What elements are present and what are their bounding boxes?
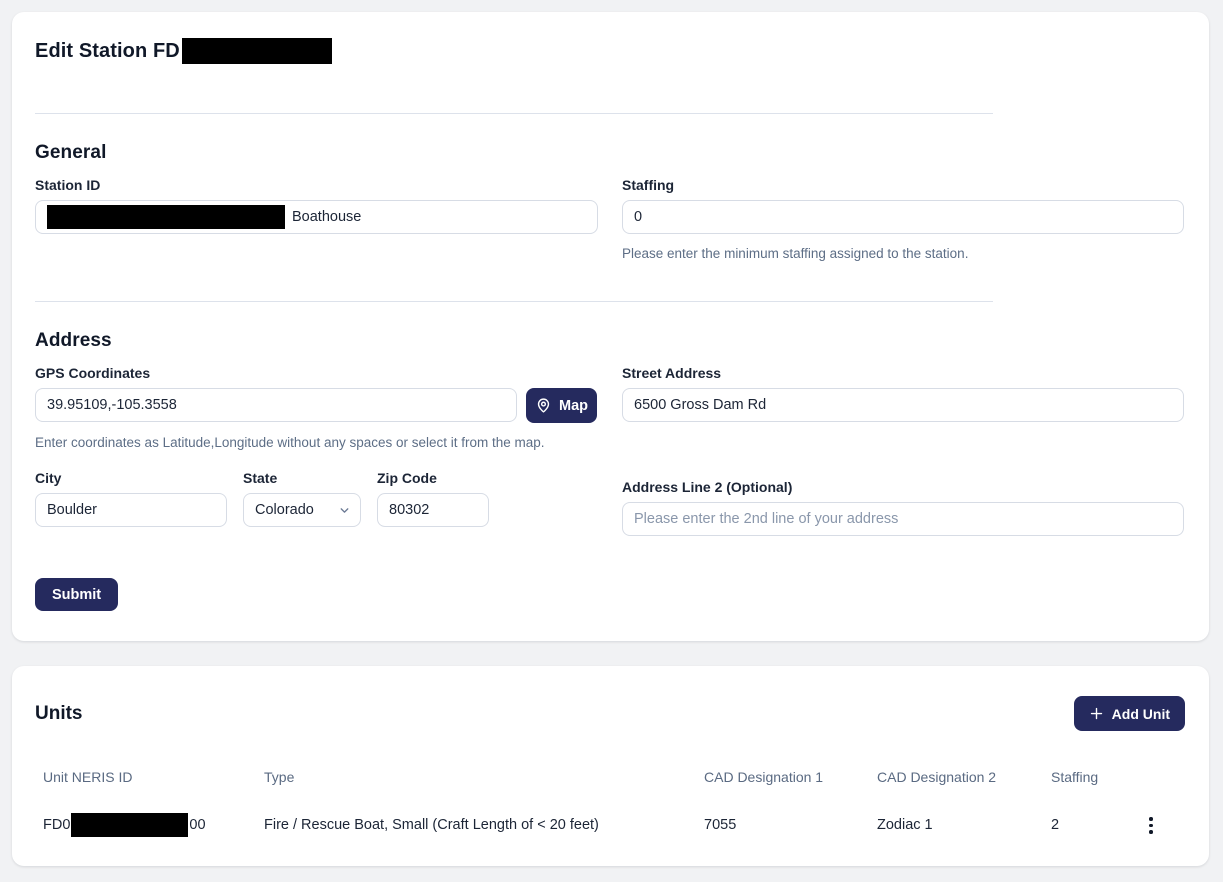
plus-icon — [1089, 706, 1104, 721]
units-card: Units Add Unit Unit NERIS ID Type CAD De… — [12, 666, 1209, 866]
unit-table-row: FD0 00 Fire / Rescue Boat, Small (Craft … — [43, 812, 1185, 839]
redacted-station-name — [47, 205, 285, 229]
address-fields-grid: GPS Coordinates Map Enter coordinates as… — [35, 365, 1185, 536]
address-line2-label: Address Line 2 (Optional) — [622, 479, 793, 495]
page-title: Edit Station FD — [35, 38, 1185, 64]
units-table-header: Unit NERIS ID Type CAD Designation 1 CAD… — [43, 769, 1185, 785]
map-pin-icon — [535, 397, 552, 414]
state-label: State — [243, 470, 278, 486]
city-state-zip-row: City State Colorado Zip Co — [35, 470, 598, 527]
zip-label: Zip Code — [377, 470, 437, 486]
zip-field: Zip Code — [377, 470, 489, 527]
redacted-unit-id — [71, 813, 189, 838]
edit-station-card: Edit Station FD General Station ID Boath… — [12, 12, 1209, 641]
address-section-heading: Address — [35, 330, 112, 351]
address-right-column: Street Address Address Line 2 (Optional) — [622, 365, 1184, 536]
station-id-field: Station ID Boathouse — [35, 177, 598, 261]
kebab-menu-icon[interactable] — [1141, 812, 1161, 839]
map-button[interactable]: Map — [526, 388, 597, 423]
address-line2-input[interactable] — [622, 502, 1184, 536]
station-id-input[interactable]: Boathouse — [35, 200, 598, 234]
general-section-heading: General — [35, 142, 107, 163]
gps-row: Map — [35, 388, 598, 423]
gps-label: GPS Coordinates — [35, 365, 151, 381]
state-selected-value: Colorado — [255, 502, 314, 518]
unit-neris-id-suffix: 00 — [189, 817, 206, 834]
col-header-cad-designation-1: CAD Designation 1 — [704, 769, 824, 785]
col-header-unit-neris-id: Unit NERIS ID — [43, 769, 133, 785]
street-address-label: Street Address — [622, 365, 722, 381]
gps-coordinates-input[interactable] — [35, 388, 517, 422]
page-title-text: Edit Station FD — [35, 39, 180, 62]
unit-cad2-cell: Zodiac 1 — [877, 817, 933, 834]
city-field: City — [35, 470, 227, 527]
divider — [35, 113, 993, 114]
col-header-type: Type — [264, 769, 295, 785]
chevron-down-icon — [338, 504, 351, 517]
submit-button[interactable]: Submit — [35, 578, 119, 611]
general-fields-grid: Station ID Boathouse Staffing Please ent… — [35, 177, 1185, 261]
address-left-column: GPS Coordinates Map Enter coordinates as… — [35, 365, 598, 536]
units-section-heading: Units — [35, 702, 83, 724]
street-address-field: Street Address — [622, 365, 1184, 422]
staffing-helper-text: Please enter the minimum staffing assign… — [622, 246, 969, 261]
staffing-input[interactable] — [622, 200, 1184, 234]
street-address-input[interactable] — [622, 388, 1184, 422]
divider — [35, 301, 993, 302]
state-select[interactable]: Colorado — [243, 493, 361, 527]
add-unit-button[interactable]: Add Unit — [1073, 696, 1185, 731]
staffing-field: Staffing Please enter the minimum staffi… — [622, 177, 1184, 261]
add-unit-button-label: Add Unit — [1111, 705, 1170, 722]
staffing-label: Staffing — [622, 177, 675, 193]
col-header-cad-designation-2: CAD Designation 2 — [877, 769, 997, 785]
unit-staffing-cell: 2 — [1051, 817, 1060, 834]
unit-cad1-cell: 7055 — [704, 817, 737, 834]
unit-type-cell: Fire / Rescue Boat, Small (Craft Length … — [264, 817, 599, 834]
station-id-label: Station ID — [35, 177, 101, 193]
units-table: Unit NERIS ID Type CAD Designation 1 CAD… — [35, 769, 1185, 839]
city-input[interactable] — [35, 493, 227, 527]
col-header-staffing: Staffing — [1051, 769, 1099, 785]
units-header: Units Add Unit — [35, 696, 1185, 731]
zip-input[interactable] — [377, 493, 489, 527]
map-button-label: Map — [559, 397, 588, 414]
city-label: City — [35, 470, 62, 486]
address-line2-field: Address Line 2 (Optional) — [622, 479, 1184, 536]
redacted-station-id — [181, 38, 332, 64]
station-id-visible-text: Boathouse — [292, 209, 362, 225]
unit-neris-id-cell: FD0 00 — [43, 813, 264, 838]
gps-helper-text: Enter coordinates as Latitude,Longitude … — [35, 435, 545, 450]
unit-neris-id-prefix: FD0 — [43, 817, 71, 834]
state-field: State Colorado — [243, 470, 361, 527]
